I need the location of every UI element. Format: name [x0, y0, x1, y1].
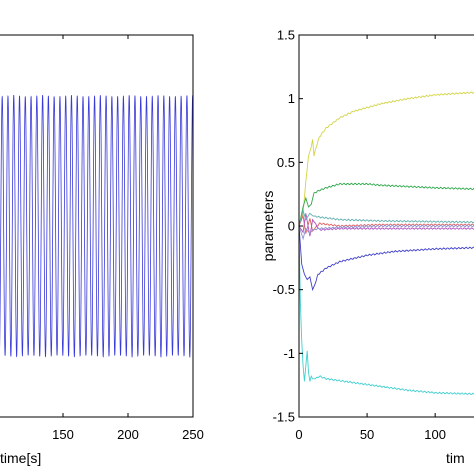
- right-y-tick-label: 1.5: [277, 28, 295, 43]
- left-plot-area: [0, 94, 194, 358]
- left-x-tick-label: 250: [182, 427, 204, 442]
- right-ticks: 0 50 100 1.5 1 0.5 0 -0.5 -1 -1.5: [273, 28, 446, 443]
- right-series-line-0: [298, 91, 474, 227]
- right-series-line-6: [298, 209, 474, 227]
- left-chart: 150 200 250 time[s]: [0, 34, 204, 466]
- right-y-tick-label: 1: [288, 91, 295, 106]
- right-y-tick-label: -1: [283, 346, 295, 361]
- right-plot-area: [298, 91, 474, 396]
- right-y-axis-label: parameters: [260, 191, 276, 262]
- left-x-tick-label: 200: [117, 427, 139, 442]
- right-y-tick-label: 0: [288, 219, 295, 234]
- right-series-line-2: [298, 225, 474, 292]
- right-series-line-1: [298, 182, 474, 227]
- left-series-line-0: [0, 94, 194, 358]
- right-y-tick-label: 0.5: [277, 155, 295, 170]
- right-series-line-7: [298, 224, 474, 241]
- right-y-tick-label: -0.5: [273, 282, 295, 297]
- left-x-tick-label: 150: [52, 427, 74, 442]
- right-x-tick-label: 50: [360, 427, 374, 442]
- left-axes-frame: [0, 34, 194, 418]
- right-series-line-4: [298, 214, 474, 234]
- right-x-tick-label: 100: [424, 427, 446, 442]
- right-y-tick-label: -1.5: [273, 410, 295, 425]
- right-x-axis-label: tim: [446, 450, 465, 466]
- right-series-line-3: [298, 225, 474, 396]
- left-x-axis-label: time[s]: [0, 450, 41, 466]
- left-ticks: 150 200 250: [52, 35, 204, 442]
- right-chart: 0 50 100 1.5 1 0.5 0 -0.5 -1 -1.5 parameters tim: [260, 28, 474, 466]
- right-x-tick-label: 0: [295, 427, 302, 442]
